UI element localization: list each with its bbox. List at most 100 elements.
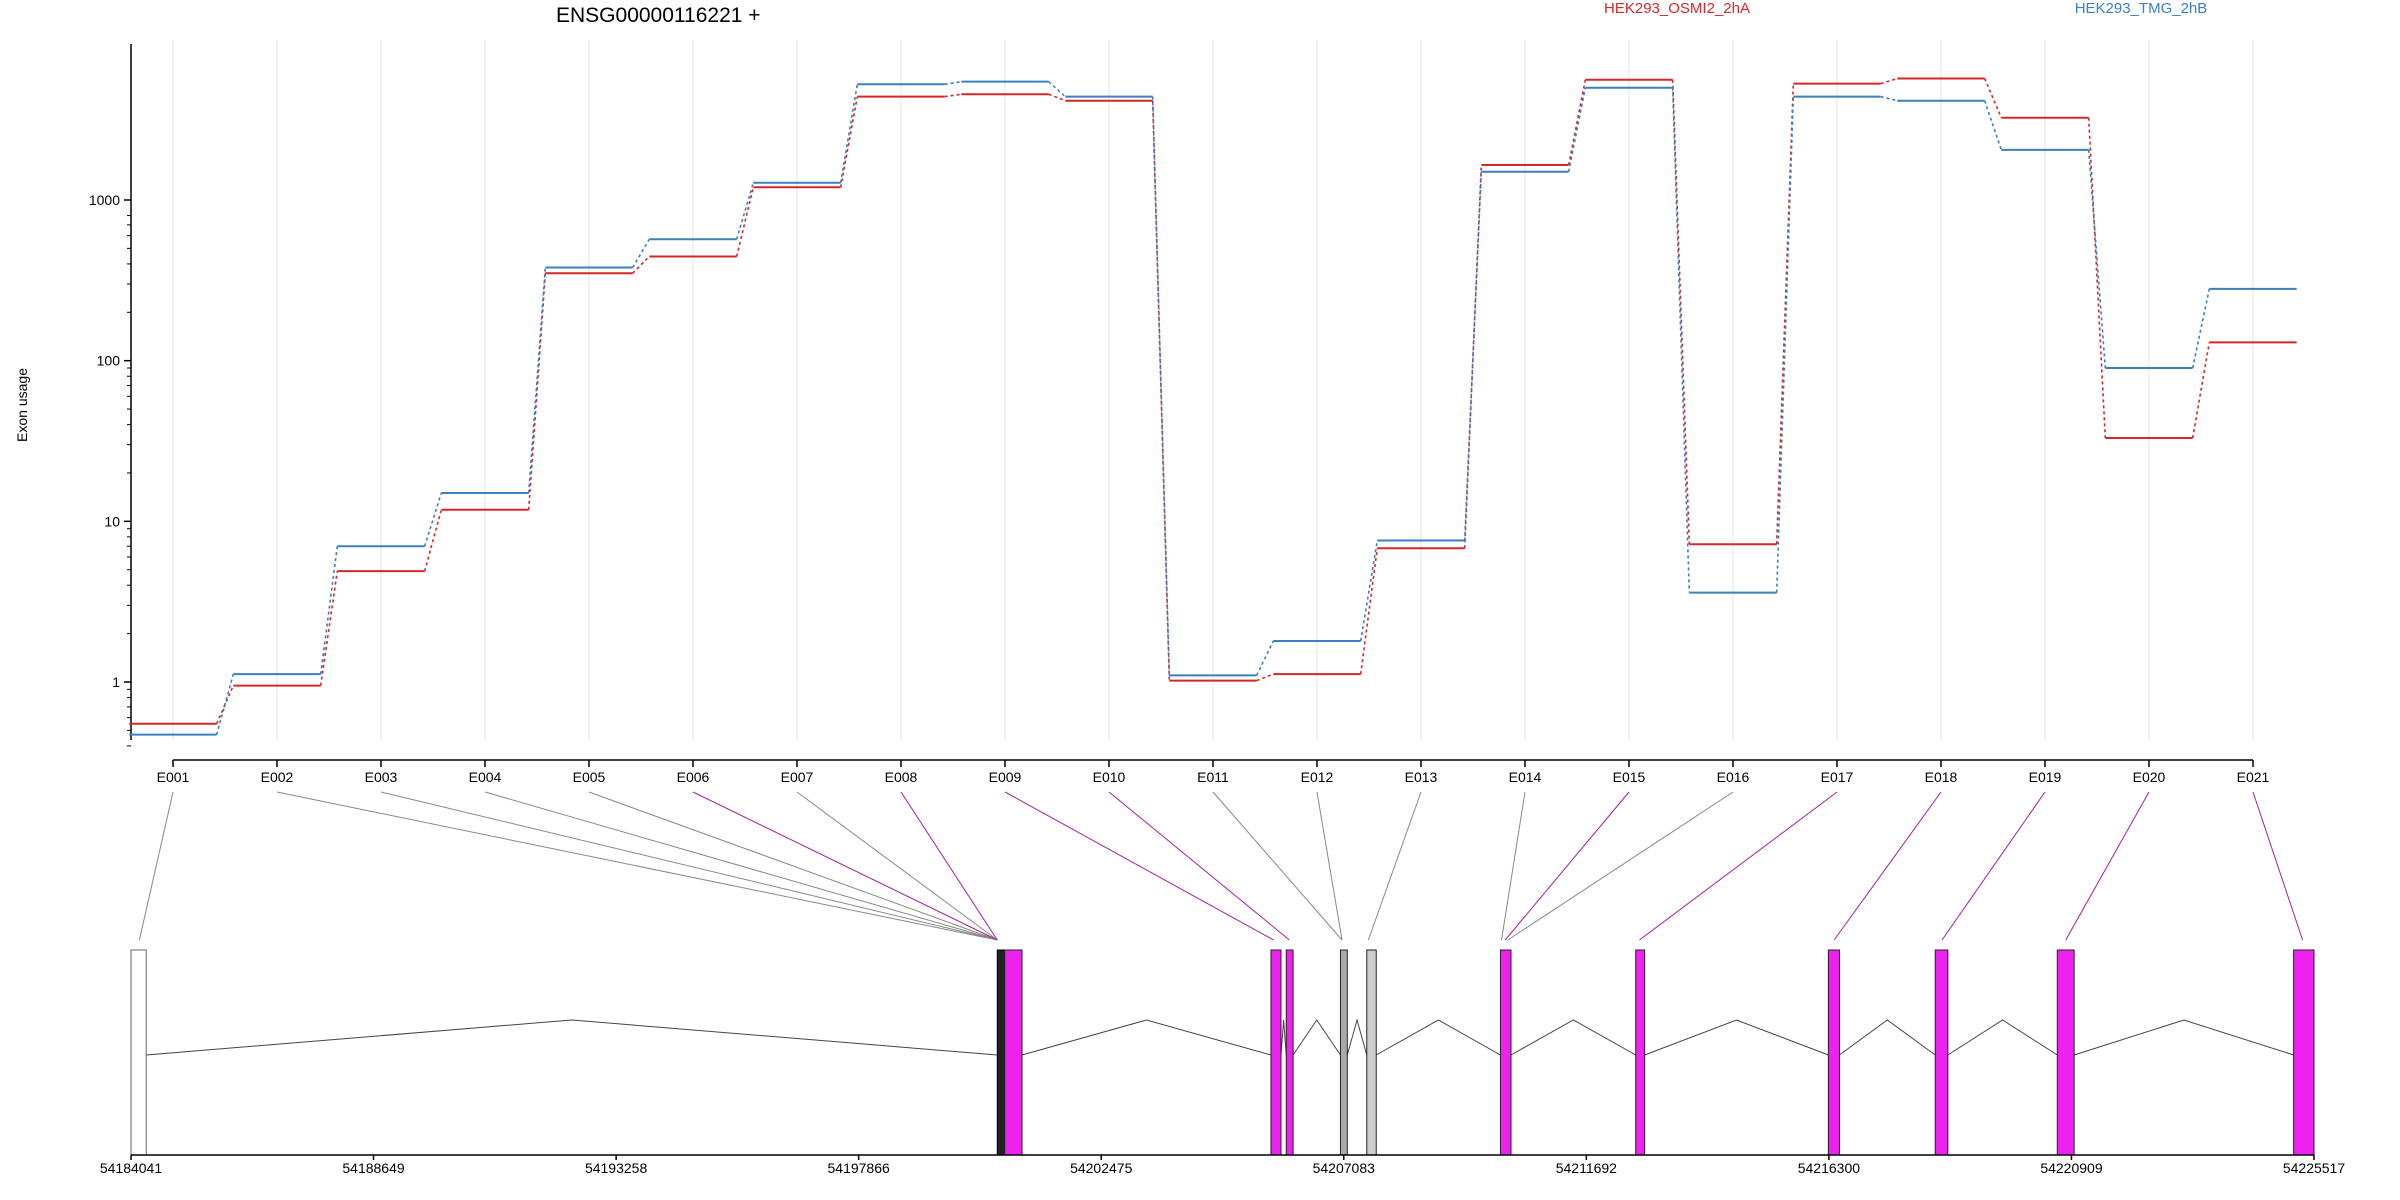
intron-line (1292, 1019, 1341, 1056)
intron-line (2074, 1019, 2294, 1056)
exon-block (1827, 949, 1840, 1156)
x-tick-label: E016 (1717, 769, 1750, 785)
series-transition (1671, 87, 1691, 593)
intron-line (1346, 1018, 1368, 1056)
series-transition (1880, 95, 1898, 102)
x-tick-label: E009 (989, 769, 1022, 785)
intron-line (1644, 1019, 1829, 1056)
exon-block (1934, 949, 1949, 1156)
chart-title: ENSG00000116221 + (556, 4, 761, 27)
x-tick-label: E004 (469, 769, 502, 785)
intron-line (1280, 1019, 1287, 1056)
exon-connector (2065, 791, 2150, 941)
x-tick-label: E003 (365, 769, 398, 785)
x-tick-label: E013 (1405, 769, 1438, 785)
series-transition (1359, 540, 1379, 642)
series-transition (1567, 87, 1587, 172)
exon-connector (588, 791, 998, 941)
exon-block (1366, 949, 1377, 1156)
exon-block (996, 949, 1006, 1156)
genomic-tick-label: 54184041 (100, 1160, 163, 1176)
series-transition (1983, 100, 2003, 151)
series-transition (1256, 673, 1274, 682)
series-transition (2191, 288, 2211, 369)
series-transition (1567, 79, 1587, 166)
series-transition (1983, 78, 2003, 119)
y-axis-label: Exon usage (14, 368, 30, 442)
genomic-tick-label: 54211692 (1556, 1160, 1617, 1176)
y-tick-label: 10 (104, 513, 120, 529)
series-transition (631, 238, 651, 268)
intron-line (1839, 1019, 1936, 1056)
series-transition (1880, 77, 1898, 85)
exon-connector (1833, 791, 1942, 941)
intron-line (1947, 1019, 2058, 1056)
series-transition (1463, 165, 1483, 549)
exon-block (1499, 949, 1512, 1156)
x-tick-label: E020 (2133, 769, 2166, 785)
genomic-tick-label: 54225517 (2283, 1160, 2346, 1176)
x-tick-label: E007 (781, 769, 814, 785)
x-tick-label: E001 (157, 769, 190, 785)
series-transition (839, 84, 859, 183)
genomic-tick-label: 54202475 (1070, 1160, 1133, 1176)
series-2 (129, 80, 2297, 736)
y-tick-label: 1000 (89, 192, 120, 208)
series-transition (423, 509, 443, 572)
gene-model (130, 949, 2315, 1156)
exon-connector (1367, 791, 1422, 941)
exon-block (2293, 949, 2315, 1156)
exon-connector (276, 791, 998, 941)
genomic-axis: 54184041 54188649 54193258 54197866 54202475… (100, 1154, 2346, 1176)
exon-block (1285, 949, 1294, 1156)
exon-connector (1108, 791, 1290, 941)
series-transition (632, 255, 650, 274)
exon-connector (484, 791, 998, 941)
exon-block (1339, 949, 1348, 1156)
genomic-tick-label: 54193258 (585, 1160, 648, 1176)
x-tick-label: E002 (261, 769, 294, 785)
gridlines (172, 40, 2254, 740)
x-tick-label: E019 (2029, 769, 2062, 785)
intron-line (146, 1019, 998, 1056)
series-transition (2087, 149, 2107, 369)
x-tick-label: E012 (1301, 769, 1334, 785)
series-transition (1048, 93, 1066, 102)
series-transition (319, 570, 339, 686)
x-tick-label: E011 (1197, 769, 1229, 785)
series-transition (944, 93, 962, 98)
series-transition (2087, 117, 2107, 439)
series-transition (1048, 81, 1066, 98)
exon-connector (1316, 791, 1343, 941)
x-tick-label: E015 (1613, 769, 1646, 785)
y-tick-label: 1 (112, 674, 120, 690)
exon-connector (900, 791, 998, 941)
series-transition (1255, 640, 1275, 676)
exon-block (1635, 949, 1646, 1156)
exon-connector (2252, 791, 2304, 941)
genomic-tick-label: 54216300 (1798, 1160, 1861, 1176)
x-tick-label: E010 (1093, 769, 1126, 785)
x-tick-label: E005 (573, 769, 606, 785)
series-transition (319, 546, 339, 675)
series-transition (1463, 171, 1483, 541)
x-tick-label: E008 (885, 769, 918, 785)
exon-connector (1504, 791, 1630, 941)
exon-connectors (138, 791, 2304, 941)
intron-line (1021, 1019, 1272, 1056)
exon-connector (1212, 791, 1343, 941)
exon-block (1270, 949, 1282, 1156)
y-tick-label: 100 (97, 353, 121, 369)
x-tick-label: E014 (1509, 769, 1542, 785)
series-transition (423, 492, 443, 547)
genomic-tick-label: 54207083 (1313, 1160, 1376, 1176)
genomic-tick-label: 54197866 (828, 1160, 891, 1176)
exon-connector (380, 791, 998, 941)
series-transition (735, 187, 755, 257)
exon-connector (1639, 791, 1838, 941)
genomic-tick-label: 54220909 (2040, 1160, 2103, 1176)
series-transition (1775, 96, 1795, 593)
x-tick-label: E021 (2237, 769, 2270, 785)
exon-connector (138, 791, 174, 941)
legend-label-series-1: HEK293_OSMI2_2hA (1604, 0, 1750, 17)
